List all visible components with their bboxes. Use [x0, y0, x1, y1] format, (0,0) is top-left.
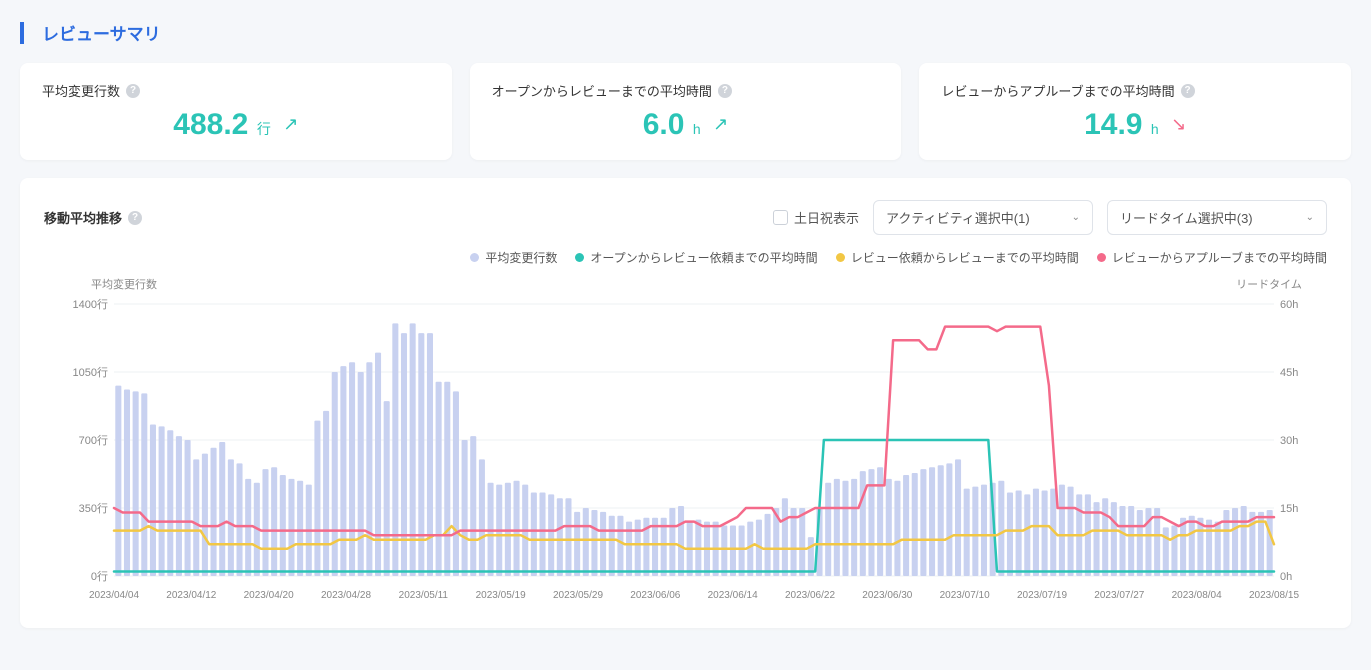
svg-text:2023/05/19: 2023/05/19	[476, 590, 526, 601]
card-value: 488.2	[173, 108, 248, 141]
help-icon[interactable]: ?	[128, 211, 142, 225]
svg-text:2023/06/06: 2023/06/06	[630, 590, 680, 601]
svg-text:700行: 700行	[79, 434, 108, 447]
legend-item[interactable]: レビューからアプルーブまでの平均時間	[1097, 249, 1327, 266]
svg-text:2023/08/04: 2023/08/04	[1172, 590, 1222, 601]
select-label: アクティビティ選択中(1)	[886, 208, 1030, 227]
svg-text:1400行: 1400行	[73, 298, 108, 311]
card-value-row: 6.0 h ↗	[492, 108, 880, 142]
svg-text:45h: 45h	[1280, 367, 1298, 379]
select-label: リードタイム選択中(3)	[1120, 208, 1253, 227]
svg-text:2023/05/29: 2023/05/29	[553, 590, 603, 601]
svg-text:60h: 60h	[1280, 299, 1298, 311]
legend-dot-icon	[575, 253, 584, 262]
svg-text:30h: 30h	[1280, 435, 1298, 447]
svg-text:2023/07/10: 2023/07/10	[940, 590, 990, 601]
help-icon[interactable]: ?	[126, 84, 140, 98]
card-title-text: レビューからアプルーブまでの平均時間	[941, 81, 1174, 100]
checkbox-icon[interactable]	[773, 210, 788, 225]
svg-text:1050行: 1050行	[73, 366, 108, 379]
weekend-checkbox-wrap[interactable]: 土日祝表示	[773, 208, 859, 227]
card-title-text: オープンからレビューまでの平均時間	[492, 81, 712, 100]
legend-label: オープンからレビュー依頼までの平均時間	[590, 249, 817, 266]
legend-dot-icon	[1097, 253, 1106, 262]
metric-cards-row: 平均変更行数 ? 488.2 行 ↗ オープンからレビューまでの平均時間 ? 6…	[20, 63, 1351, 160]
leadtime-select[interactable]: リードタイム選択中(3) ⌄	[1107, 200, 1327, 235]
chevron-down-icon: ⌄	[1306, 212, 1314, 223]
chart-title: 移動平均推移	[44, 208, 122, 227]
svg-text:2023/07/19: 2023/07/19	[1017, 590, 1067, 601]
chart-controls: 土日祝表示 アクティビティ選択中(1) ⌄ リードタイム選択中(3) ⌄	[773, 200, 1327, 235]
card-unit: 行	[257, 121, 271, 137]
card-value: 14.9	[1084, 108, 1142, 141]
card-title-text: 平均変更行数	[42, 81, 120, 100]
section-header: レビューサマリ	[20, 20, 1351, 45]
chart-svg: 平均変更行数 リードタイム 1400行 60h 1050行 45h 700行 30h 350行 1…	[44, 276, 1334, 606]
chart-panel: 移動平均推移 ? 土日祝表示 アクティビティ選択中(1) ⌄ リードタイム選択中…	[20, 178, 1351, 628]
card-review-to-approve: レビューからアプルーブまでの平均時間 ? 14.9 h ↘	[919, 63, 1351, 160]
card-unit: h	[693, 121, 701, 137]
chart-area: 平均変更行数 リードタイム 1400行 60h 1050行 45h 700行 30h 350行 1…	[44, 276, 1327, 606]
svg-text:2023/05/11: 2023/05/11	[399, 590, 449, 601]
card-title: 平均変更行数 ?	[42, 81, 430, 100]
checkbox-label: 土日祝表示	[794, 208, 859, 227]
svg-text:350行: 350行	[79, 502, 108, 515]
chart-legend: 平均変更行数 オープンからレビュー依頼までの平均時間 レビュー依頼からレビューまでの…	[44, 249, 1327, 266]
card-value-row: 488.2 行 ↗	[42, 108, 430, 142]
help-icon[interactable]: ?	[1181, 84, 1195, 98]
card-value-row: 14.9 h ↘	[941, 108, 1329, 142]
header-accent-bar	[20, 22, 24, 44]
svg-text:2023/06/30: 2023/06/30	[862, 590, 912, 601]
svg-text:2023/07/27: 2023/07/27	[1094, 590, 1144, 601]
card-unit: h	[1151, 121, 1159, 137]
trend-up-icon: ↗	[283, 114, 298, 135]
chart-title-wrap: 移動平均推移 ?	[44, 208, 142, 227]
svg-text:2023/04/12: 2023/04/12	[166, 590, 216, 601]
card-avg-change-lines: 平均変更行数 ? 488.2 行 ↗	[20, 63, 452, 160]
svg-text:平均変更行数: 平均変更行数	[91, 277, 157, 291]
card-title: レビューからアプルーブまでの平均時間 ?	[941, 81, 1329, 100]
legend-item[interactable]: 平均変更行数	[470, 249, 557, 266]
section-title: レビューサマリ	[42, 20, 161, 45]
chart-header: 移動平均推移 ? 土日祝表示 アクティビティ選択中(1) ⌄ リードタイム選択中…	[44, 200, 1327, 235]
svg-text:0行: 0行	[91, 570, 108, 583]
card-value: 6.0	[643, 108, 685, 141]
legend-dot-icon	[470, 253, 479, 262]
svg-text:2023/06/14: 2023/06/14	[708, 590, 758, 601]
svg-text:2023/08/15: 2023/08/15	[1249, 590, 1299, 601]
legend-item[interactable]: オープンからレビュー依頼までの平均時間	[575, 249, 817, 266]
legend-label: レビュー依頼からレビューまでの平均時間	[851, 249, 1079, 266]
legend-item[interactable]: レビュー依頼からレビューまでの平均時間	[836, 249, 1079, 266]
card-title: オープンからレビューまでの平均時間 ?	[492, 81, 880, 100]
svg-text:0h: 0h	[1280, 571, 1292, 583]
chevron-down-icon: ⌄	[1072, 212, 1080, 223]
svg-text:2023/04/04: 2023/04/04	[89, 590, 139, 601]
help-icon[interactable]: ?	[718, 84, 732, 98]
legend-dot-icon	[836, 253, 845, 262]
activity-select[interactable]: アクティビティ選択中(1) ⌄	[873, 200, 1093, 235]
svg-text:リードタイム: リードタイム	[1236, 278, 1302, 291]
svg-text:15h: 15h	[1280, 503, 1298, 515]
svg-text:2023/04/20: 2023/04/20	[244, 590, 294, 601]
trend-up-icon: ↗	[713, 114, 728, 135]
svg-text:2023/04/28: 2023/04/28	[321, 590, 371, 601]
svg-text:2023/06/22: 2023/06/22	[785, 590, 835, 601]
card-open-to-review: オープンからレビューまでの平均時間 ? 6.0 h ↗	[470, 63, 902, 160]
legend-label: レビューからアプルーブまでの平均時間	[1112, 249, 1327, 266]
legend-label: 平均変更行数	[485, 249, 557, 266]
trend-down-icon: ↘	[1171, 114, 1186, 135]
